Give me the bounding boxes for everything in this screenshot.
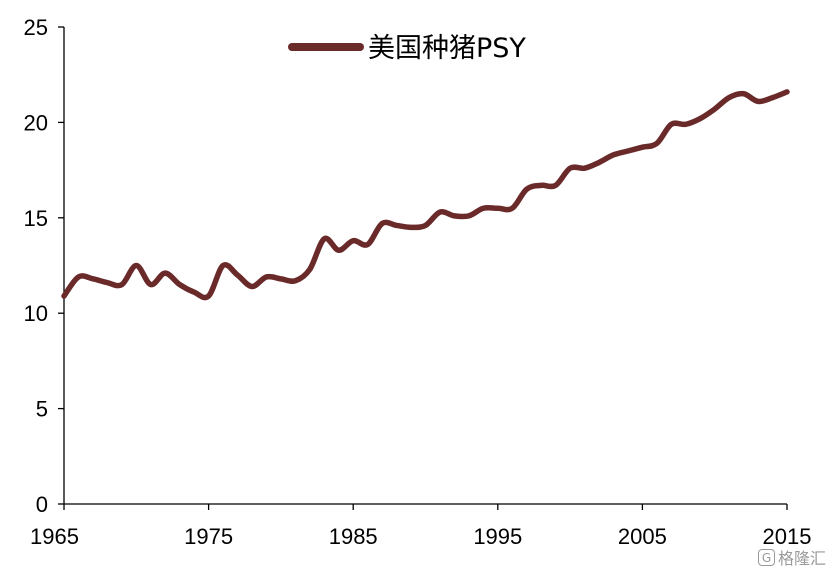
watermark: G 格隆汇: [757, 545, 826, 569]
x-tick-label: 2015: [763, 524, 812, 549]
watermark-text: 格隆汇: [777, 549, 826, 568]
x-tick-label: 1975: [184, 524, 233, 549]
x-tick-label: 2005: [618, 524, 667, 549]
x-tick-label: 1995: [473, 524, 522, 549]
x-tick-label: 1985: [329, 524, 378, 549]
y-tick-label: 15: [24, 206, 48, 231]
y-tick-label: 10: [24, 301, 48, 326]
y-tick-label: 20: [24, 110, 48, 135]
series-layer: [61, 89, 790, 301]
y-tick-label: 5: [36, 397, 48, 422]
watermark-logo-icon: G: [757, 548, 775, 566]
y-tick-label: 0: [36, 492, 48, 517]
axes: 0 5 10 15 20 25 1965 1975 1985 1995 2005 2015: [24, 15, 812, 549]
legend: 美国种猪PSY: [288, 33, 526, 64]
series-line-0: [61, 89, 790, 301]
y-tick-label: 25: [24, 15, 48, 40]
x-tick-label: 1965: [30, 524, 79, 549]
legend-label: 美国种猪PSY: [368, 33, 526, 64]
